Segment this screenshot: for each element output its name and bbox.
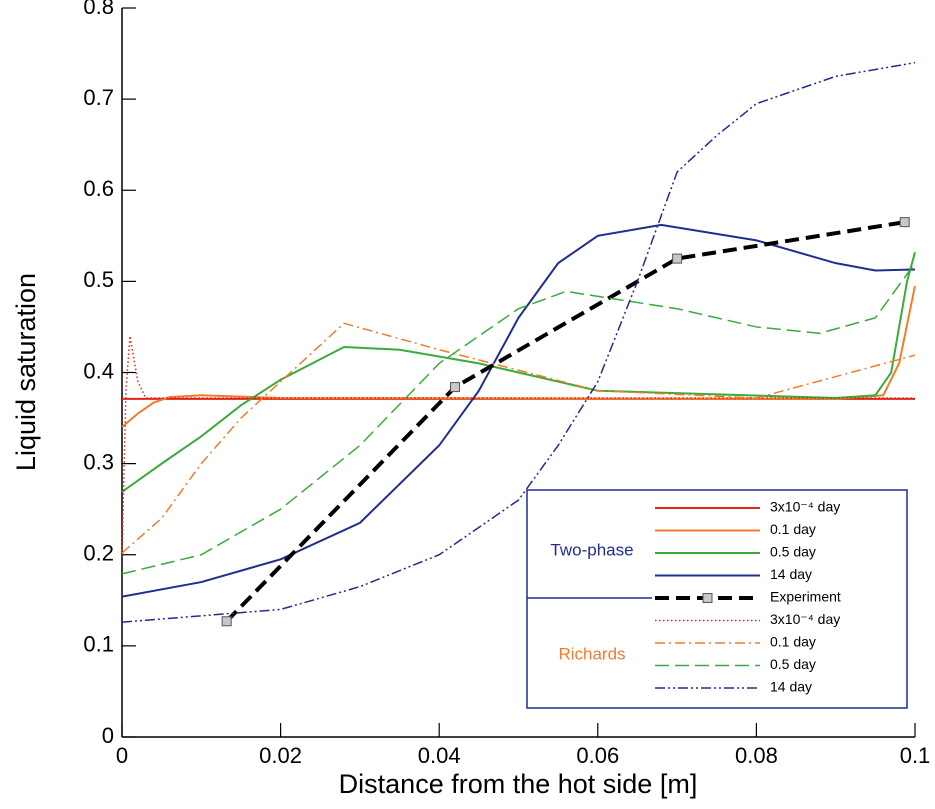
y-tick-label: 0.8 [83,0,114,19]
y-tick-label: 0 [102,723,114,748]
series-line [121,322,916,554]
y-tick-label: 0.2 [83,541,114,566]
data-point [672,253,683,264]
series-line [121,262,916,575]
legend-label: 3x10⁻⁴ day [770,611,840,627]
legend-label: 0.5 day [770,544,816,560]
x-axis-title: Distance from the hot side [m] [339,769,698,799]
y-tick-label: 0.1 [83,632,114,657]
data-point [450,382,461,393]
x-tick-label: 0.1 [900,743,931,768]
y-tick-label: 0.5 [83,267,114,292]
legend-label: Experiment [770,589,841,605]
series-line [225,220,906,623]
legend-label: 0.5 day [770,656,816,672]
legend-box [526,489,908,709]
x-tick-label: 0.08 [735,743,778,768]
x-tick-label: 0.02 [259,743,302,768]
data-point [221,616,232,627]
x-tick-label: 0.06 [576,743,619,768]
x-tick-label: 0 [116,743,128,768]
series-line [121,61,916,623]
y-axis-title: Liquid saturation [11,273,41,471]
y-tick-label: 0.3 [83,449,114,474]
series-line [121,285,916,428]
legend-label: 0.1 day [770,521,816,537]
y-tick-label: 0.4 [83,358,114,383]
legend-label: 14 day [770,679,812,695]
y-tick-label: 0.6 [83,176,114,201]
data-point [899,217,910,228]
legend-label: 3x10⁻⁴ day [770,499,840,515]
legend-label: 14 day [770,566,812,582]
series-line [121,335,915,555]
legend-group-label: Two-phase [550,540,633,559]
x-tick-label: 0.04 [418,743,461,768]
y-tick-label: 0.7 [83,85,114,110]
series-line [121,251,916,493]
legend-group-label: Richards [558,644,625,663]
legend-label: 0.1 day [770,634,816,650]
legend-marker [702,593,713,603]
